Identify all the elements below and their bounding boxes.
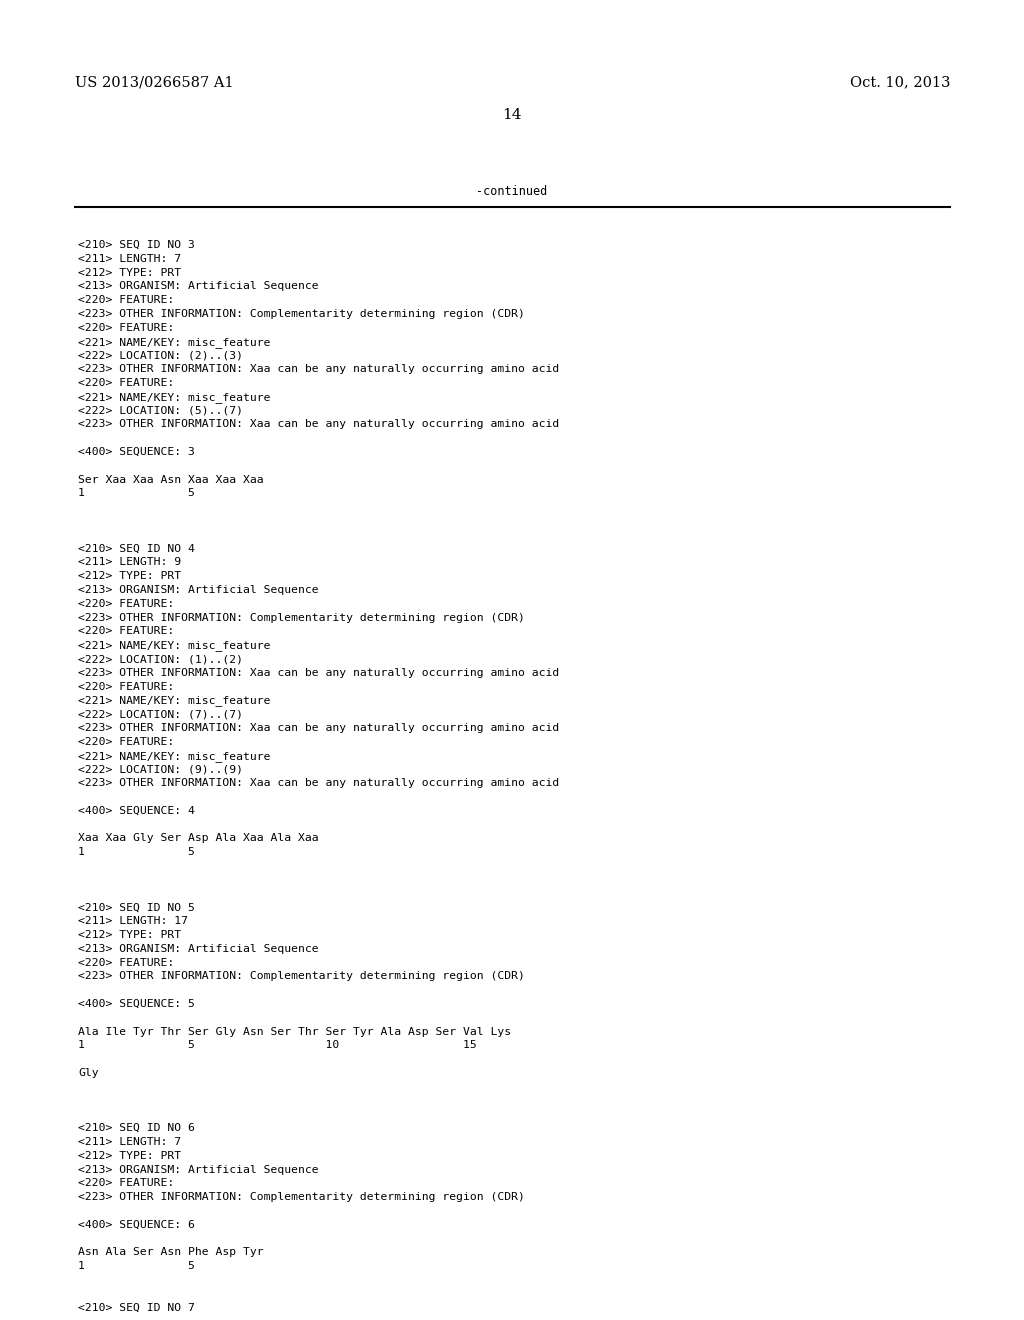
- Text: <220> FEATURE:: <220> FEATURE:: [78, 1179, 174, 1188]
- Text: <220> FEATURE:: <220> FEATURE:: [78, 737, 174, 747]
- Text: 1               5: 1 5: [78, 488, 195, 499]
- Text: <220> FEATURE:: <220> FEATURE:: [78, 957, 174, 968]
- Text: <223> OTHER INFORMATION: Complementarity determining region (CDR): <223> OTHER INFORMATION: Complementarity…: [78, 1192, 525, 1203]
- Text: <210> SEQ ID NO 3: <210> SEQ ID NO 3: [78, 240, 195, 249]
- Text: <210> SEQ ID NO 6: <210> SEQ ID NO 6: [78, 1123, 195, 1133]
- Text: 14: 14: [502, 108, 522, 121]
- Text: <211> LENGTH: 17: <211> LENGTH: 17: [78, 916, 188, 927]
- Text: <223> OTHER INFORMATION: Complementarity determining region (CDR): <223> OTHER INFORMATION: Complementarity…: [78, 972, 525, 981]
- Text: <212> TYPE: PRT: <212> TYPE: PRT: [78, 1151, 181, 1160]
- Text: <223> OTHER INFORMATION: Complementarity determining region (CDR): <223> OTHER INFORMATION: Complementarity…: [78, 309, 525, 319]
- Text: <222> LOCATION: (2)..(3): <222> LOCATION: (2)..(3): [78, 350, 243, 360]
- Text: 1               5                   10                  15: 1 5 10 15: [78, 1040, 477, 1051]
- Text: <222> LOCATION: (5)..(7): <222> LOCATION: (5)..(7): [78, 405, 243, 416]
- Text: <222> LOCATION: (1)..(2): <222> LOCATION: (1)..(2): [78, 653, 243, 664]
- Text: Ser Xaa Xaa Asn Xaa Xaa Xaa: Ser Xaa Xaa Asn Xaa Xaa Xaa: [78, 475, 263, 484]
- Text: <222> LOCATION: (7)..(7): <222> LOCATION: (7)..(7): [78, 709, 243, 719]
- Text: <212> TYPE: PRT: <212> TYPE: PRT: [78, 268, 181, 277]
- Text: <223> OTHER INFORMATION: Xaa can be any naturally occurring amino acid: <223> OTHER INFORMATION: Xaa can be any …: [78, 420, 559, 429]
- Text: <400> SEQUENCE: 5: <400> SEQUENCE: 5: [78, 999, 195, 1008]
- Text: <223> OTHER INFORMATION: Xaa can be any naturally occurring amino acid: <223> OTHER INFORMATION: Xaa can be any …: [78, 723, 559, 733]
- Text: <220> FEATURE:: <220> FEATURE:: [78, 296, 174, 305]
- Text: 1               5: 1 5: [78, 1261, 195, 1271]
- Text: 1               5: 1 5: [78, 847, 195, 857]
- Text: <220> FEATURE:: <220> FEATURE:: [78, 378, 174, 388]
- Text: <213> ORGANISM: Artificial Sequence: <213> ORGANISM: Artificial Sequence: [78, 585, 318, 595]
- Text: <211> LENGTH: 7: <211> LENGTH: 7: [78, 1137, 181, 1147]
- Text: <220> FEATURE:: <220> FEATURE:: [78, 627, 174, 636]
- Text: <220> FEATURE:: <220> FEATURE:: [78, 323, 174, 333]
- Text: <211> LENGTH: 7: <211> LENGTH: 7: [78, 253, 181, 264]
- Text: <223> OTHER INFORMATION: Xaa can be any naturally occurring amino acid: <223> OTHER INFORMATION: Xaa can be any …: [78, 779, 559, 788]
- Text: <222> LOCATION: (9)..(9): <222> LOCATION: (9)..(9): [78, 764, 243, 775]
- Text: <212> TYPE: PRT: <212> TYPE: PRT: [78, 572, 181, 581]
- Text: <223> OTHER INFORMATION: Complementarity determining region (CDR): <223> OTHER INFORMATION: Complementarity…: [78, 612, 525, 623]
- Text: <220> FEATURE:: <220> FEATURE:: [78, 681, 174, 692]
- Text: -continued: -continued: [476, 185, 548, 198]
- Text: <213> ORGANISM: Artificial Sequence: <213> ORGANISM: Artificial Sequence: [78, 944, 318, 954]
- Text: <212> TYPE: PRT: <212> TYPE: PRT: [78, 931, 181, 940]
- Text: <213> ORGANISM: Artificial Sequence: <213> ORGANISM: Artificial Sequence: [78, 281, 318, 292]
- Text: Asn Ala Ser Asn Phe Asp Tyr: Asn Ala Ser Asn Phe Asp Tyr: [78, 1247, 263, 1258]
- Text: <213> ORGANISM: Artificial Sequence: <213> ORGANISM: Artificial Sequence: [78, 1164, 318, 1175]
- Text: Ala Ile Tyr Thr Ser Gly Asn Ser Thr Ser Tyr Ala Asp Ser Val Lys: Ala Ile Tyr Thr Ser Gly Asn Ser Thr Ser …: [78, 1027, 511, 1036]
- Text: <221> NAME/KEY: misc_feature: <221> NAME/KEY: misc_feature: [78, 337, 270, 347]
- Text: <210> SEQ ID NO 7: <210> SEQ ID NO 7: [78, 1303, 195, 1312]
- Text: <221> NAME/KEY: misc_feature: <221> NAME/KEY: misc_feature: [78, 640, 270, 651]
- Text: Gly: Gly: [78, 1068, 98, 1078]
- Text: <400> SEQUENCE: 4: <400> SEQUENCE: 4: [78, 805, 195, 816]
- Text: <221> NAME/KEY: misc_feature: <221> NAME/KEY: misc_feature: [78, 751, 270, 762]
- Text: <400> SEQUENCE: 3: <400> SEQUENCE: 3: [78, 447, 195, 457]
- Text: <221> NAME/KEY: misc_feature: <221> NAME/KEY: misc_feature: [78, 392, 270, 403]
- Text: US 2013/0266587 A1: US 2013/0266587 A1: [75, 75, 233, 88]
- Text: <211> LENGTH: 9: <211> LENGTH: 9: [78, 557, 181, 568]
- Text: <400> SEQUENCE: 6: <400> SEQUENCE: 6: [78, 1220, 195, 1230]
- Text: <223> OTHER INFORMATION: Xaa can be any naturally occurring amino acid: <223> OTHER INFORMATION: Xaa can be any …: [78, 668, 559, 677]
- Text: <223> OTHER INFORMATION: Xaa can be any naturally occurring amino acid: <223> OTHER INFORMATION: Xaa can be any …: [78, 364, 559, 374]
- Text: Xaa Xaa Gly Ser Asp Ala Xaa Ala Xaa: Xaa Xaa Gly Ser Asp Ala Xaa Ala Xaa: [78, 833, 318, 843]
- Text: <221> NAME/KEY: misc_feature: <221> NAME/KEY: misc_feature: [78, 696, 270, 706]
- Text: <220> FEATURE:: <220> FEATURE:: [78, 599, 174, 609]
- Text: <210> SEQ ID NO 5: <210> SEQ ID NO 5: [78, 903, 195, 912]
- Text: <210> SEQ ID NO 4: <210> SEQ ID NO 4: [78, 544, 195, 553]
- Text: Oct. 10, 2013: Oct. 10, 2013: [850, 75, 950, 88]
